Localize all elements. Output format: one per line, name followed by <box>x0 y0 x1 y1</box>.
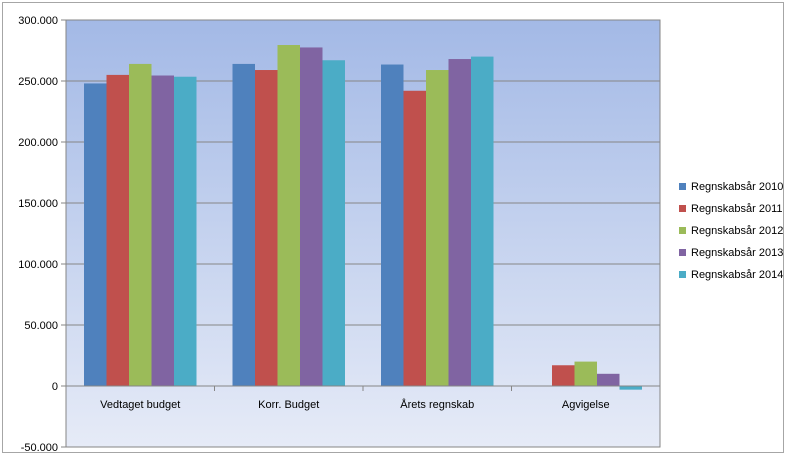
bar-4-4 <box>597 373 620 386</box>
legend-swatch-4 <box>679 249 686 256</box>
legend-label-2: Regnskabsår 2011 <box>691 203 783 215</box>
bar-3-1 <box>129 63 152 387</box>
legend-label-4: Regnskabsår 2013 <box>691 247 783 259</box>
y-tick-label: 100.000 <box>18 259 58 271</box>
legend-swatch-2 <box>679 205 686 212</box>
legend-swatch-5 <box>679 271 686 278</box>
bar-2-4 <box>552 365 575 386</box>
bar-5-2 <box>322 60 345 386</box>
bar-3-3 <box>426 70 449 387</box>
x-category-label: Korr. Budget <box>258 399 319 411</box>
x-category-label: Agvigelse <box>562 399 610 411</box>
y-tick-label: 150.000 <box>18 198 58 210</box>
legend-swatch-1 <box>679 183 686 190</box>
bar-1-3 <box>381 64 404 386</box>
y-tick-label: -50.000 <box>21 442 58 454</box>
legend-swatch-3 <box>679 227 686 234</box>
bar-5-1 <box>174 76 197 386</box>
y-tick-label: 0 <box>52 381 58 393</box>
bar-5-3 <box>471 56 494 386</box>
bar-2-1 <box>106 74 129 387</box>
bar-2-2 <box>255 70 278 387</box>
bar-4-1 <box>151 75 174 386</box>
y-tick-label: 200.000 <box>18 137 58 149</box>
bar-4-3 <box>448 59 471 386</box>
y-tick-label: 300.000 <box>18 15 58 27</box>
bar-3-4 <box>574 361 597 386</box>
legend-label-1: Regnskabsår 2010 <box>691 181 783 193</box>
bar-1-2 <box>232 63 255 387</box>
legend-label-5: Regnskabsår 2014 <box>691 269 783 281</box>
bar-2-3 <box>403 90 426 386</box>
bar-5-4 <box>619 386 642 390</box>
legend-label-3: Regnskabsår 2012 <box>691 225 783 237</box>
x-category-label: Vedtaget budget <box>100 399 180 411</box>
x-category-label: Årets regnskab <box>400 398 474 411</box>
bar-1-1 <box>84 83 107 386</box>
y-tick-label: 50.000 <box>24 320 58 332</box>
bar-4-2 <box>300 47 323 386</box>
y-tick-label: 250.000 <box>18 76 58 88</box>
bar-3-2 <box>277 45 300 386</box>
